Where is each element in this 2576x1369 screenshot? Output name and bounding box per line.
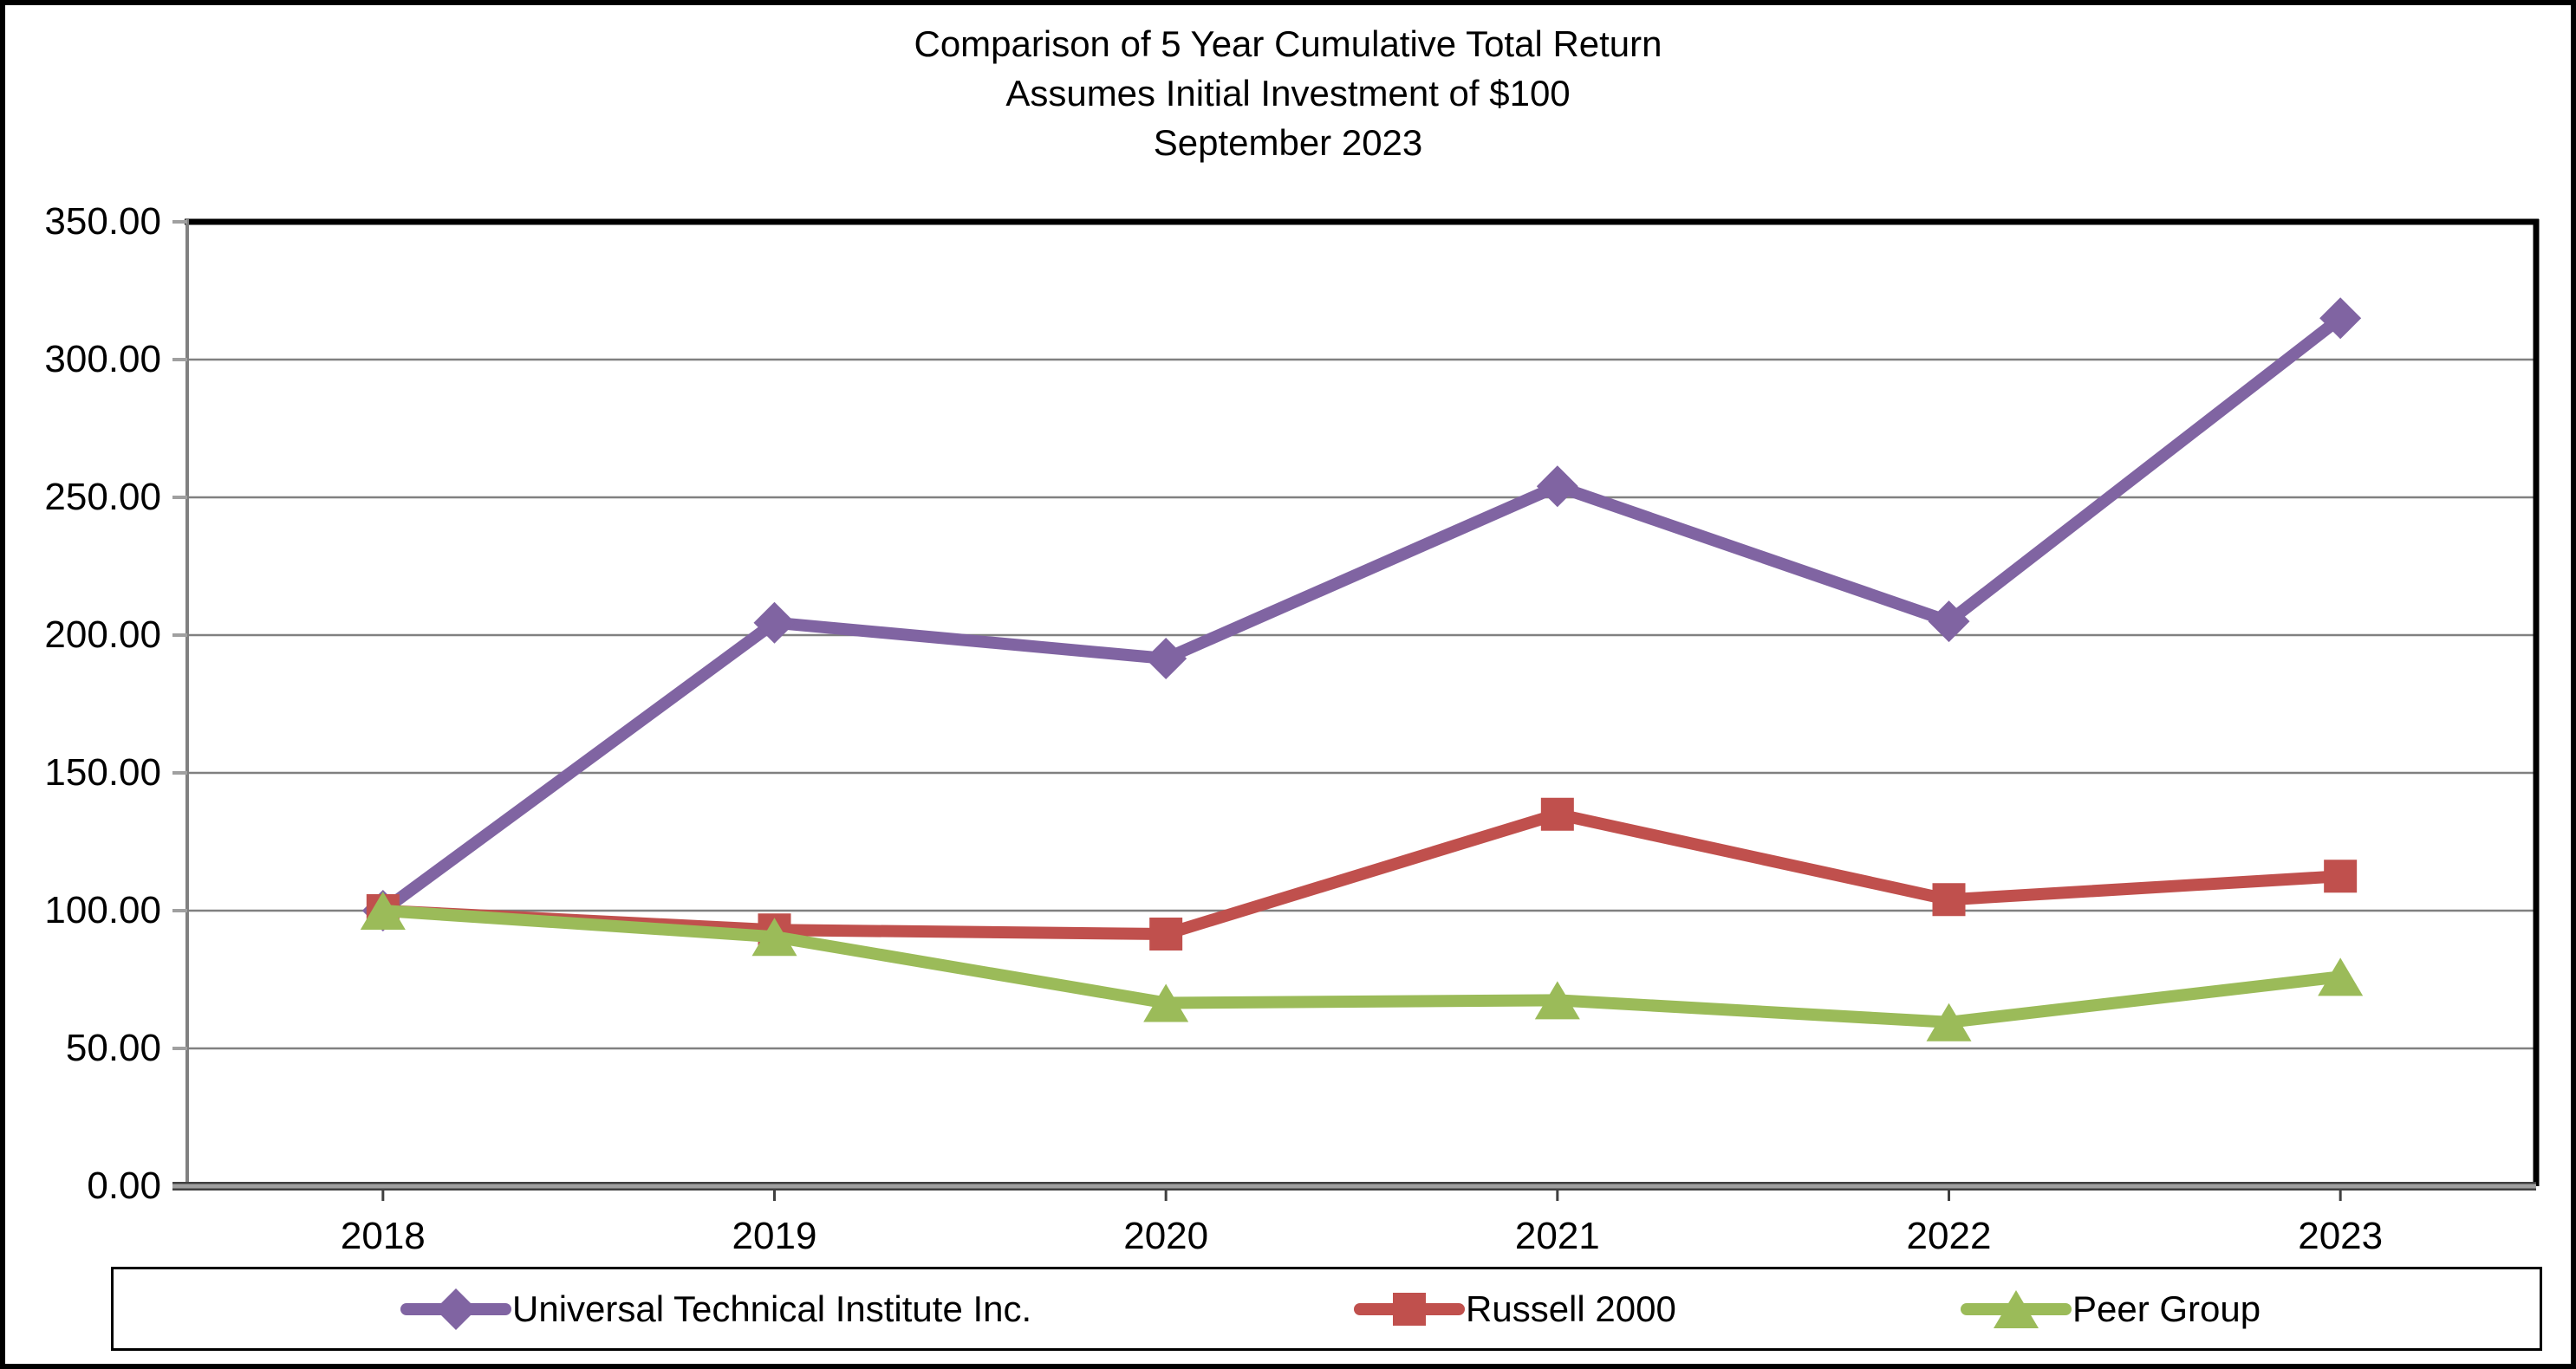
series-marker-peer-group-2023	[2318, 957, 2364, 996]
series-line-peer-group	[376, 905, 2347, 1028]
y-tick-label: 250.00	[44, 476, 161, 518]
series-marker-universal-technical-institute-inc-2023	[2319, 297, 2362, 340]
series-marker-peer-group-2022	[1926, 1002, 1972, 1041]
series-marker-universal-technical-institute-inc-2020	[1145, 638, 1187, 680]
y-tick-label: 200.00	[44, 613, 161, 656]
series-marker-universal-technical-institute-inc-2019	[753, 601, 796, 644]
legend: Universal Technical Institute Inc. Russe…	[111, 1267, 2542, 1351]
legend-label: Universal Technical Institute Inc.	[512, 1288, 1032, 1329]
series-marker-peer-group-2018	[360, 892, 406, 930]
triangle-marker-icon	[1961, 1289, 2072, 1328]
plot-area: 0.00 50.00 100.00 150.00 200.00 250.00 300.00 3…	[44, 200, 2540, 1257]
x-tick-label: 2020	[1123, 1215, 1208, 1257]
legend-entry-russell-2000: Russell 2000	[1353, 1269, 1676, 1348]
chart-title-line3: September 2023	[1153, 122, 1423, 163]
y-tick-label: 50.00	[66, 1027, 161, 1069]
chart-title-line2: Assumes Initial Investment of $100	[1005, 73, 1571, 114]
legend-entry-peer-group: Peer Group	[1960, 1269, 2261, 1348]
series-line-russell-2000	[376, 808, 2347, 941]
diamond-marker-icon	[400, 1288, 511, 1330]
series-marker-russell-2000-2021	[1540, 797, 1574, 831]
chart-title: Comparison of 5 Year Cumulative Total Re…	[5, 19, 2571, 167]
legend-entry-uti: Universal Technical Institute Inc.	[400, 1269, 1031, 1348]
y-tick-label: 350.00	[44, 200, 161, 243]
y-tick-label: 300.00	[44, 338, 161, 380]
x-tick-label: 2023	[2298, 1215, 2383, 1257]
x-tick-label: 2018	[341, 1215, 426, 1257]
series-marker-peer-group-2020	[1143, 983, 1189, 1022]
series-marker-universal-technical-institute-inc-2021	[1536, 465, 1578, 508]
chart-title-line1: Comparison of 5 Year Cumulative Total Re…	[914, 23, 1662, 64]
series-marker-universal-technical-institute-inc-2022	[1928, 600, 1970, 643]
series-marker-russell-2000-2020	[1149, 918, 1183, 951]
series-line-universal-technical-institute-inc	[376, 312, 2347, 917]
series-marker-peer-group-2021	[1534, 981, 1580, 1020]
x-tick-label: 2021	[1515, 1215, 1600, 1257]
y-tick-label: 0.00	[87, 1165, 161, 1207]
series-marker-russell-2000-2022	[1932, 883, 1966, 917]
square-marker-icon	[1354, 1292, 1465, 1326]
series-marker-russell-2000-2023	[2324, 860, 2358, 893]
y-tick-label: 150.00	[44, 751, 161, 794]
x-tick-label: 2022	[1907, 1215, 1992, 1257]
legend-label: Russell 2000	[1466, 1288, 1676, 1329]
y-tick-label: 100.00	[44, 889, 161, 931]
x-tick-label: 2019	[732, 1215, 817, 1257]
series-marker-peer-group-2019	[751, 918, 797, 957]
legend-label: Peer Group	[2072, 1288, 2261, 1329]
